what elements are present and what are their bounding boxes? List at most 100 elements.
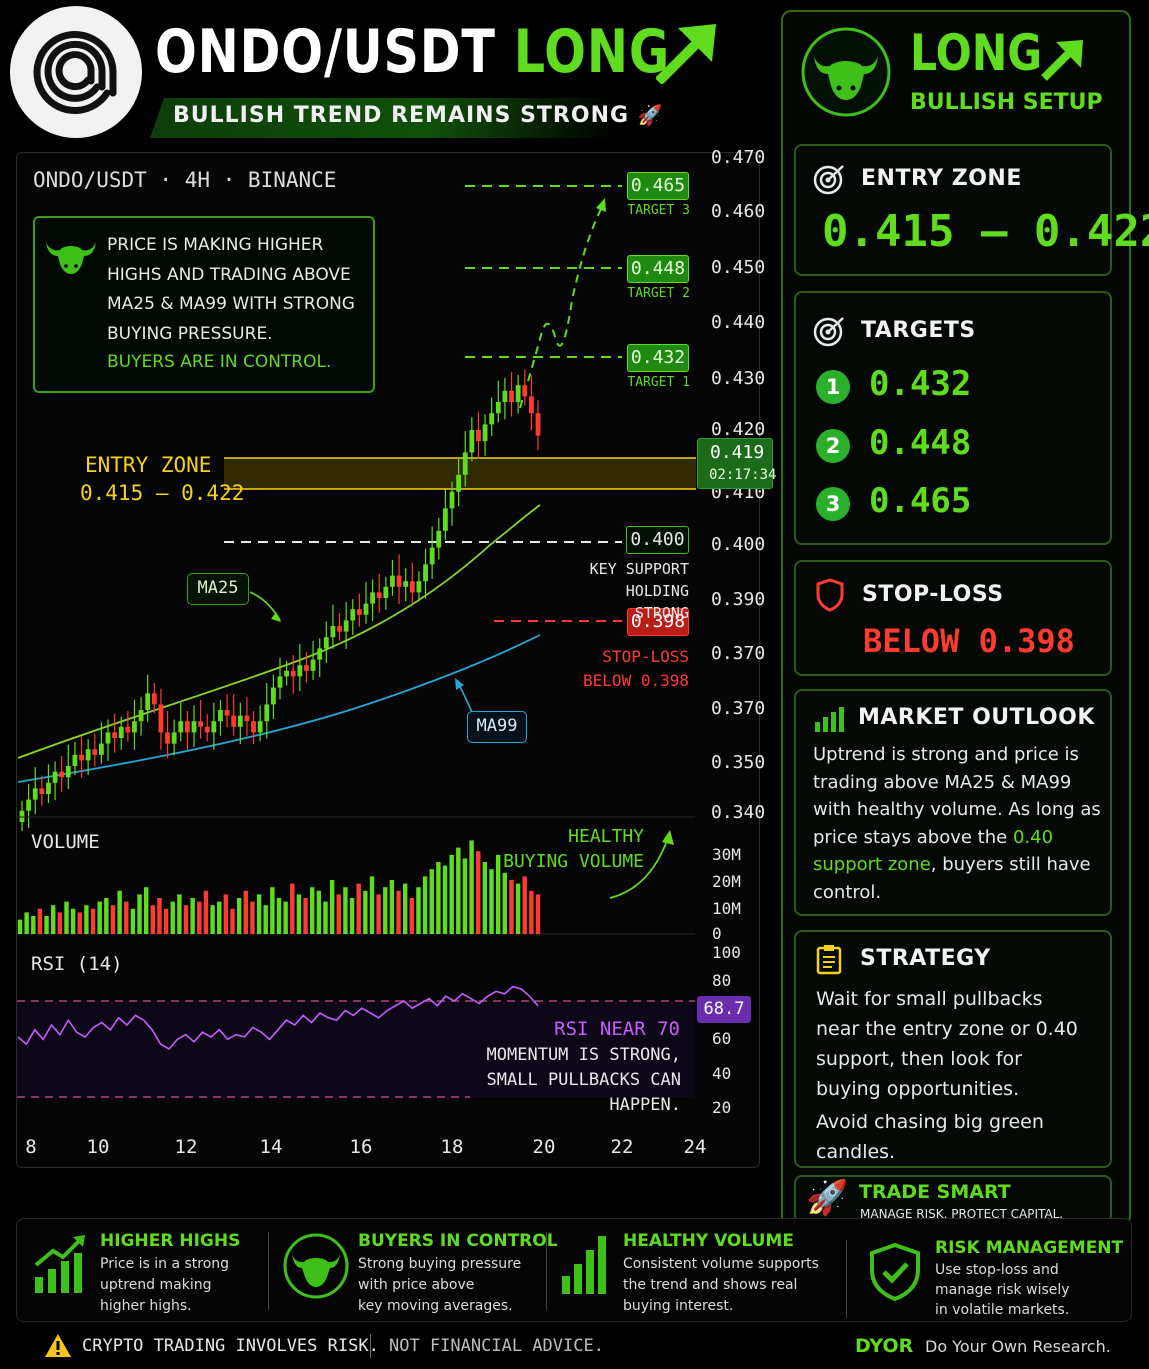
volume-bar [17, 919, 23, 934]
x-tick-label: 10 [87, 1136, 110, 1158]
feature-1-line-3: higher highs. [100, 1298, 192, 1314]
volume-bar [217, 901, 222, 934]
bull-icon [283, 1233, 349, 1299]
candle-body [125, 726, 131, 733]
price-tick-label: 0.400 [711, 534, 766, 555]
volume-bar [37, 908, 43, 934]
volume-note-line-1: HEALTHY [568, 826, 644, 847]
candle-body [145, 693, 151, 710]
feature-divider [546, 1232, 547, 1310]
candle-body [495, 402, 501, 414]
volume-bar [197, 901, 202, 934]
rsi-title: RSI (14) [31, 953, 123, 975]
rsi-note-line-3: HAPPEN. [609, 1095, 681, 1115]
feature-1-line-2: uptrend making [100, 1277, 212, 1293]
candle-body [383, 586, 389, 598]
candle-body [343, 620, 349, 632]
volume-bars-icon [562, 1236, 606, 1294]
volume-bar [509, 880, 514, 934]
volume-bar [303, 898, 308, 934]
current-price: 0.419 [710, 442, 765, 463]
rsi-tick-label: 60 [712, 1029, 732, 1048]
price-chart: 8 10 12 14 16 18 20 22 24 [17, 185, 706, 1158]
volume-title: VOLUME [31, 831, 100, 853]
volume-bar [84, 905, 89, 934]
risk-warning: CRYPTO TRADING INVOLVES RISK. [82, 1336, 379, 1356]
candle-body [19, 810, 25, 822]
rsi-note-line-1: MOMENTUM IS STRONG, [486, 1045, 681, 1065]
trade-smart-title: TRADE SMART [859, 1181, 1011, 1203]
bull-badge-icon [801, 27, 891, 117]
feature-3-title: HEALTHY VOLUME [623, 1231, 794, 1251]
clipboard-icon [816, 945, 842, 975]
volume-bar [57, 912, 63, 934]
volume-bar [77, 912, 82, 934]
price-tick-label: 0.450 [711, 257, 766, 278]
feature-divider [268, 1232, 269, 1310]
volume-bar [396, 890, 401, 934]
volume-bar [250, 901, 255, 934]
candle-body [409, 581, 415, 593]
feature-1-line-1: Price is in a strong [100, 1256, 230, 1272]
candle-body [184, 721, 190, 733]
volume-bar [356, 883, 361, 934]
candle-body [26, 799, 32, 811]
price-tick-label: 0.470 [711, 147, 766, 168]
outlook-text-end: , buyers still have control. [813, 854, 1091, 903]
volume-bar [389, 880, 395, 934]
rocket-icon: 🚀 [637, 103, 664, 127]
ondo-logo-mark [33, 31, 117, 114]
candle-body [284, 670, 290, 677]
volume-bar [276, 898, 282, 934]
candle-body [456, 474, 462, 492]
x-axis: 8 10 12 14 16 18 20 22 24 [25, 1136, 706, 1158]
stop-loss-value: BELOW 0.398 [863, 622, 1075, 660]
projected-path [519, 204, 604, 409]
target-level-tag: 0.432 [627, 344, 689, 372]
rsi-band [17, 1001, 695, 1097]
volume-bar [296, 894, 302, 934]
stop-level-tag: 0.398 [627, 608, 689, 636]
volume-bar [263, 905, 268, 934]
support-note-line-1: KEY SUPPORT [589, 560, 689, 578]
volume-bar [329, 880, 335, 934]
volume-bar [323, 901, 328, 934]
target-sublabel: TARGET 3 [627, 203, 690, 218]
candle-body [204, 726, 210, 733]
candles [19, 369, 541, 831]
rsi-tick-label: 100 [712, 943, 741, 962]
support-note-line-2: HOLDING STRONG [625, 582, 689, 622]
feature-3-body: Consistent volume supports the trend and… [623, 1254, 819, 1317]
volume-tick-label: 30M [712, 845, 741, 864]
candle-body [72, 754, 78, 766]
candle-body [350, 609, 356, 621]
candle-body [244, 715, 250, 722]
volume-note-arrowhead [662, 830, 674, 845]
stop-note: STOP-LOSS BELOW 0.398 [563, 645, 689, 693]
candle-body [231, 715, 237, 727]
price-tick-label: 0.370 [711, 643, 766, 664]
volume-bar [190, 898, 195, 934]
volume-bar [70, 908, 76, 934]
growth-chart-icon [34, 1235, 85, 1293]
volume-bar [515, 883, 521, 934]
feature-3-line-3: buying interest. [623, 1298, 734, 1314]
strategy-body-2: Avoid chasing big green candles. [816, 1111, 1044, 1163]
volume-bar [469, 840, 474, 934]
x-tick-label: 16 [350, 1136, 373, 1158]
target-icon [813, 165, 844, 195]
volume-bar [316, 890, 322, 934]
volume-bar [130, 908, 136, 934]
volume-bar [402, 883, 408, 934]
price-tick-label: 0.460 [711, 201, 766, 222]
trade-smart-subtitle: MANAGE RISK. PROTECT CAPITAL. [860, 1207, 1064, 1221]
volume-note-line-2: BUYING VOLUME [503, 851, 644, 872]
market-outlook-body: Uptrend is strong and price is trading a… [813, 741, 1103, 906]
volume-bar [90, 908, 96, 934]
candle-body [522, 385, 528, 397]
candle-body [257, 721, 263, 733]
volume-note: HEALTHY BUYING VOLUME [480, 824, 644, 874]
price-tick-label: 0.340 [711, 802, 766, 823]
candle-body [151, 693, 157, 705]
volume-bar [535, 894, 541, 934]
